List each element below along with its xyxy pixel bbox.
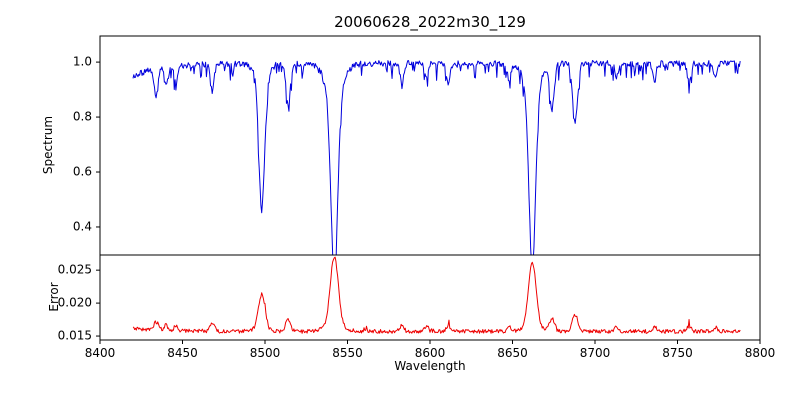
x-tick-label: 8800: [745, 346, 776, 360]
x-tick-label: 8450: [167, 346, 198, 360]
y-tick-label: 1.0: [73, 55, 92, 69]
y-tick-label: 0.4: [73, 219, 92, 233]
y-tick-label: 0.8: [73, 110, 92, 124]
x-axis-label: Wavelength: [394, 359, 466, 373]
x-tick-label: 8700: [580, 346, 611, 360]
error-series: [132, 256, 741, 334]
y-tick-label: 0.015: [58, 329, 92, 343]
x-tick-label: 8650: [497, 346, 528, 360]
spectrum-series: [132, 60, 741, 255]
x-tick-label: 8750: [662, 346, 693, 360]
y-tick-label: 0.025: [58, 263, 92, 277]
y-tick-label: 0.6: [73, 165, 92, 179]
chart-title: 20060628_2022m30_129: [334, 13, 526, 31]
x-tick-label: 8600: [415, 346, 446, 360]
spectrum-axes-spine: [99, 35, 761, 256]
x-tick-label: 8550: [332, 346, 363, 360]
x-tick-label: 8400: [85, 346, 116, 360]
x-tick-label: 8500: [250, 346, 281, 360]
y-tick-label: 0.020: [58, 296, 92, 310]
error-axes-spine: [99, 254, 761, 341]
